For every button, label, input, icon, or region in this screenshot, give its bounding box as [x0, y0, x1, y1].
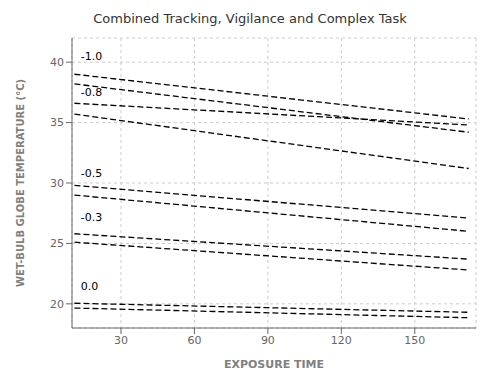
svg-text:-0.8: -0.8	[81, 86, 102, 99]
svg-text:30: 30	[114, 334, 128, 347]
svg-text:EXPOSURE TIME: EXPOSURE TIME	[224, 358, 324, 371]
svg-text:WET-BULB GLOBE TEMPERATURE (°C: WET-BULB GLOBE TEMPERATURE (°C)	[15, 79, 26, 287]
svg-text:150: 150	[404, 334, 425, 347]
svg-text:90: 90	[261, 334, 275, 347]
svg-text:25: 25	[50, 237, 64, 250]
svg-text:120: 120	[331, 334, 352, 347]
svg-text:-0.5: -0.5	[81, 167, 102, 180]
svg-text:20: 20	[50, 298, 64, 311]
svg-text:60: 60	[187, 334, 201, 347]
html-text:Combined Tracking, Vigilance a: Combined Tracking, Vigilance and Complex…	[93, 11, 407, 26]
svg-text:-1.0: -1.0	[81, 50, 102, 63]
svg-text:-0.3: -0.3	[81, 211, 102, 224]
svg-text:40: 40	[50, 56, 64, 69]
svg-text:30: 30	[50, 177, 64, 190]
svg-text:0.0: 0.0	[81, 280, 99, 293]
svg-text:35: 35	[50, 116, 64, 129]
